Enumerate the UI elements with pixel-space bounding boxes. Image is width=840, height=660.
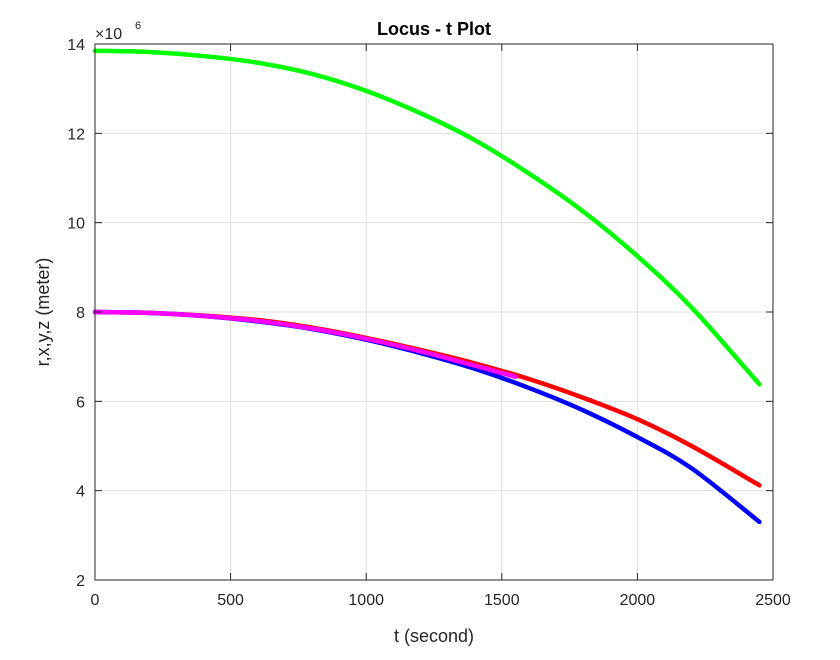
y-exponent-power: 6 [135,20,141,32]
y-tick-label: 14 [67,37,85,54]
y-tick-label: 10 [67,216,85,233]
series-layer [92,48,762,525]
x-tick-label: 0 [91,592,100,609]
chart-title: Locus - t Plot [377,19,491,39]
x-tick-label: 2500 [755,592,791,609]
x-tick-label: 1000 [348,592,384,609]
y-axis-label: r,x,y,z (meter) [33,258,53,367]
x-tick-label: 500 [217,592,244,609]
y-tick-label: 8 [76,305,85,322]
x-tick-label: 2000 [620,592,656,609]
y-tick-label: 4 [76,484,85,501]
y-tick-label: 6 [76,394,85,411]
x-tick-label: 1500 [484,592,520,609]
y-tick-label: 2 [76,573,85,590]
y-tick-label: 12 [67,126,85,143]
series-line-4 [92,309,518,380]
y-exponent-base: ×10 [95,26,122,43]
x-axis-label: t (second) [394,626,474,646]
series-line-1 [92,48,762,387]
ticks: 0 500 1000 1500 2000 2500 2 4 6 8 10 12 14 [67,37,791,609]
y-exponent-label: ×10 6 [95,20,141,43]
